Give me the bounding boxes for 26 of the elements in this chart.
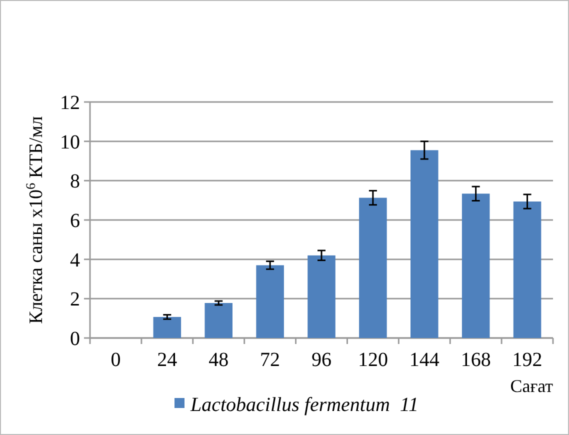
bar (204, 302, 232, 338)
x-tick-label: 48 (208, 349, 229, 371)
bar (256, 265, 284, 338)
x-tick-label: 144 (409, 349, 440, 371)
y-tick-label: 10 (60, 131, 80, 154)
y-tick-label: 6 (70, 210, 80, 232)
y-tick-label: 0 (70, 328, 80, 350)
x-tick-label: 0 (110, 349, 121, 371)
bar (410, 150, 438, 338)
x-axis-title: Сағат (510, 376, 554, 396)
bar (308, 255, 336, 338)
x-tick-label: 192 (512, 349, 542, 371)
legend-label: Lactobacillus fermentum 11 (190, 394, 418, 416)
bar (153, 316, 182, 338)
x-tick-label: 168 (460, 349, 491, 371)
bar (462, 194, 490, 338)
y-tick-label: 12 (60, 92, 80, 114)
x-tick-label: 72 (260, 349, 280, 371)
y-tick-label: 2 (70, 288, 80, 311)
bar (513, 202, 542, 338)
y-tick-label: 4 (70, 249, 80, 272)
x-tick-label: 120 (358, 349, 388, 371)
x-tick-label: 96 (312, 349, 332, 371)
x-tick-label: 24 (157, 349, 178, 371)
y-tick-label: 8 (70, 170, 80, 193)
bar (359, 198, 387, 338)
